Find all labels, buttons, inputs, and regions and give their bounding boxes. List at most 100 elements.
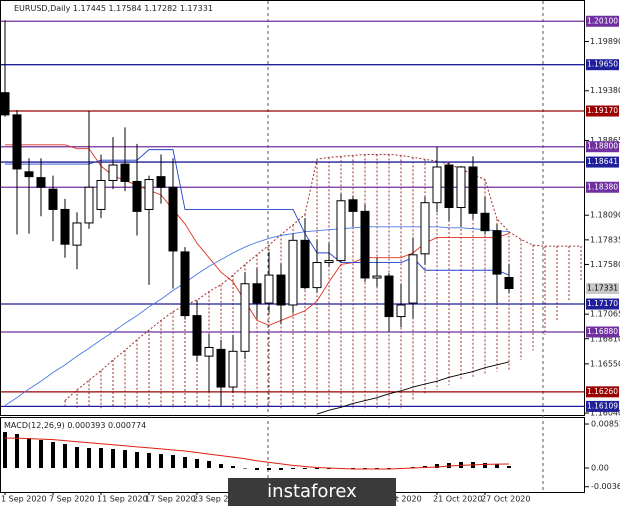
y-tick-label: 1.17065 [590,310,620,319]
x-tick-label: 23 Sep 2020 [193,495,244,504]
candle-body [360,210,370,279]
candle-body [420,202,430,255]
level-label-box [586,400,619,412]
candle-body [168,186,178,252]
level-label: 1.18800 [587,142,618,151]
candle-body [192,315,202,356]
level-label-box [586,141,619,153]
y-tick-label: 1.17580 [590,260,620,269]
macd-bar [231,465,235,469]
level-label-box [586,181,619,193]
y-tick-label: 1.19890 [590,37,620,46]
level-label-box [586,105,619,117]
macd-bar [207,460,211,469]
candle-body [216,348,226,388]
macd-bar [219,464,223,469]
candle-body [24,171,34,178]
macd-bar [51,441,55,469]
candle-body [120,163,130,182]
x-tick-label: 7 Sep 2020 [49,495,95,504]
x-tick-label: 11 Sep 2020 [97,495,148,504]
cloud-edge [64,153,581,401]
candle-body [348,199,358,212]
indicator-line [316,361,510,415]
level-label-box [586,326,619,338]
candle-body [180,251,190,317]
level-label: 1.16880 [587,327,618,336]
macd-bar [315,468,319,469]
candle-body [84,186,94,224]
level-label-box [586,298,619,310]
candle-body [264,274,274,304]
last-close: 1.17331 [180,4,213,13]
watermark: instaforex [267,481,357,502]
level-label: 1.18380 [587,182,618,191]
candle-body [252,283,262,304]
candle-body [300,239,310,289]
level-label: 1.17170 [587,299,618,308]
macd-tick-label: 0.00 [591,464,609,473]
watermark-box [228,478,396,506]
candle-body [432,166,442,204]
candle-body [72,222,82,246]
candle-body [60,208,70,245]
macd-label: MACD(12,26,9) [4,421,65,430]
candle-body [204,346,214,357]
y-tick-label: 1.19380 [590,86,620,95]
candle-body [336,200,346,262]
x-tick-label: 27 Oct 2020 [481,495,530,504]
candle-body [492,230,502,275]
candle-body [480,212,490,232]
candle-body [132,180,142,212]
y-tick-label: 1.16550 [590,359,620,368]
axes: 1.19890 1.19380 1.18865 1.18090 1.17835 1.175… [1,15,620,504]
macd-bar [387,468,391,469]
macd-bar [147,452,151,469]
macd-bar [123,449,127,469]
candle-body [1,92,10,116]
y-tick-label: 1.16040 [590,409,620,418]
last-open: 1.17445 [73,4,106,13]
macd-bar [135,452,139,469]
x-tick-label: 17 Sep 2020 [145,495,196,504]
macd-bar [159,454,163,469]
macd-bar [267,468,271,471]
last-high: 1.17584 [109,4,142,13]
candle-body [156,176,166,188]
macd-bar [183,457,187,469]
macd-plot [3,432,511,471]
signal-line [5,437,510,470]
candle-body [48,188,58,210]
level-label: 1.19170 [587,106,618,115]
candle-body [240,283,250,352]
y-tick-label: 1.18090 [590,211,620,220]
macd-tick-label: -0.003624 [591,482,620,491]
candle-body [288,239,298,306]
candle-body [444,164,454,209]
level-label-box [586,156,619,168]
y-tick-label: 1.17835 [590,235,620,244]
level-label-box [586,15,619,27]
macd-bar [171,455,175,469]
macd-tick-label: 0.008524 [591,420,620,429]
candle-body [312,262,322,289]
candle-body [324,260,334,264]
candle-body [276,274,286,306]
level-label: 1.20100 [587,16,618,25]
x-tick-label: 1 Sep 2020 [1,495,47,504]
y-tick-label: 1.18865 [590,136,620,145]
macd-last: 0.000393 [67,421,105,430]
macd-bar [15,433,19,469]
current-price-box [586,282,619,294]
candle-body [468,166,478,214]
candle-body [96,179,106,210]
current-price-label: 1.17331 [587,283,618,292]
y-tick-label: 1.16810 [590,334,620,343]
macd-bar [243,468,247,469]
macd-bar [39,440,43,469]
macd-bar [435,464,439,469]
level-label: 1.19650 [587,60,618,69]
macd-bar [303,468,307,469]
candle-body [456,166,466,209]
